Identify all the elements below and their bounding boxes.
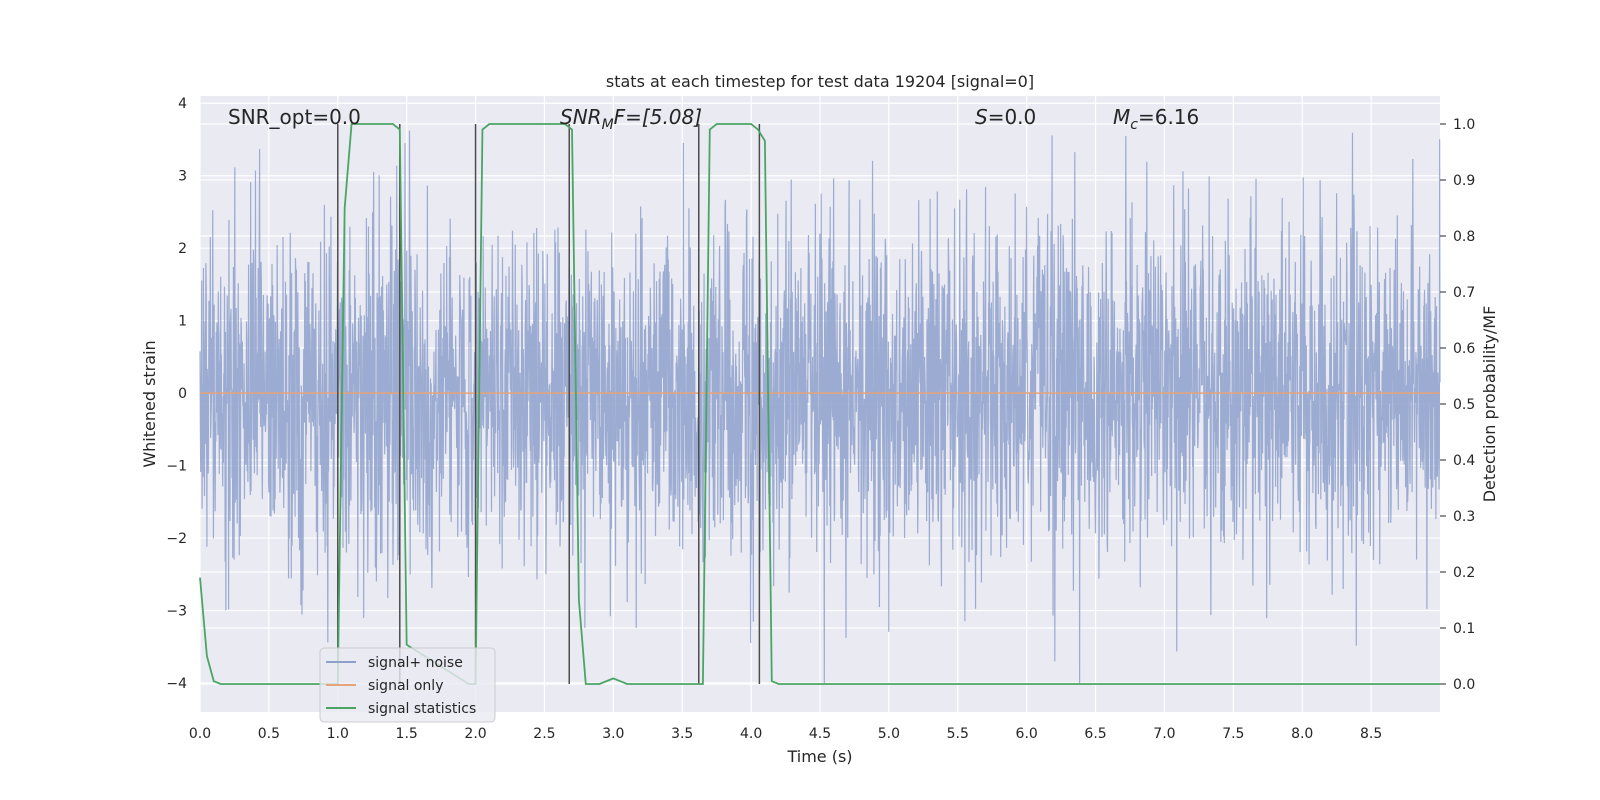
x-tick-label: 2.5: [533, 726, 555, 742]
y-left-tick-label: −1: [166, 459, 187, 475]
annotation-mc: Mc=6.16: [1113, 105, 1199, 133]
y-right-tick-label: 0.2: [1453, 565, 1475, 581]
y-axis-right-label: Detection probability/MF: [1480, 306, 1499, 503]
legend-label-signal-only: signal only: [368, 678, 443, 694]
annotation-s-main: S: [975, 105, 988, 129]
annotation-snr-opt: SNR_opt=0.0: [228, 105, 361, 129]
y-left-tick-label: 3: [178, 169, 187, 185]
x-tick-label: 5.5: [947, 726, 969, 742]
x-tick-label: 6.5: [1084, 726, 1106, 742]
y-axis-left-label: Whitened strain: [140, 340, 159, 467]
y-axis-right: 1.0 0.9 0.8 0.7 0.6 0.5 0.4 0.3 0.2 0.1 0.0: [1440, 117, 1475, 693]
y-right-tick-label: 0.5: [1453, 397, 1475, 413]
x-tick-label: 8.5: [1360, 726, 1382, 742]
y-left-tick-label: 4: [178, 96, 187, 112]
y-right-tick-label: 0.8: [1453, 229, 1475, 245]
y-left-tick-label: 0: [178, 386, 187, 402]
annotation-mc-main: M: [1113, 105, 1130, 129]
annotation-snr-mf-main: SNR: [560, 105, 602, 129]
x-tick-label: 7.0: [1153, 726, 1175, 742]
x-tick-label: 2.0: [464, 726, 486, 742]
annotation-snr-mf: SNRMF=[5.08]: [560, 105, 702, 133]
y-left-tick-label: −3: [166, 604, 187, 620]
series-signal-statistics: [199, 123, 1440, 685]
y-left-tick-label: 1: [178, 314, 187, 330]
y-right-tick-label: 0.6: [1453, 341, 1475, 357]
y-right-tick-label: 0.4: [1453, 453, 1475, 469]
x-tick-label: 0.5: [258, 726, 280, 742]
legend-label-signal-statistics: signal statistics: [368, 701, 476, 717]
legend-label-signal-noise: signal+ noise: [368, 655, 463, 671]
annotation-s-tail: =0.0: [988, 105, 1037, 129]
annotation-snr-mf-sub: M: [602, 117, 614, 133]
x-tick-label: 5.0: [878, 726, 900, 742]
legend-box: [319, 647, 496, 723]
x-tick-label: 0.0: [189, 726, 211, 742]
annotation-snr-mf-tail: F=[5.08]: [614, 105, 702, 129]
y-axis-left: 4 3 2 1 0 −1 −2 −3 −4: [166, 96, 187, 692]
x-tick-label: 7.5: [1222, 726, 1244, 742]
x-tick-label: 4.0: [740, 726, 762, 742]
annotation-mc-sub: c: [1130, 117, 1138, 133]
x-tick-label: 1.5: [396, 726, 418, 742]
y-left-tick-label: −2: [166, 531, 187, 547]
y-right-tick-label: 0.7: [1453, 285, 1475, 301]
y-right-tick-label: 0.9: [1453, 173, 1475, 189]
annotation-s: S=0.0: [975, 105, 1036, 129]
x-tick-label: 3.0: [602, 726, 624, 742]
y-left-tick-label: 2: [178, 241, 187, 257]
legend: signal+ noise signal only signal statist…: [319, 647, 496, 723]
y-right-tick-label: 1.0: [1453, 117, 1475, 133]
y-right-tick-label: 0.1: [1453, 621, 1475, 637]
y-left-tick-label: −4: [166, 676, 187, 692]
chart-title: stats at each timestep for test data 192…: [606, 72, 1034, 91]
x-tick-label: 1.0: [327, 726, 349, 742]
x-tick-label: 6.0: [1016, 726, 1038, 742]
series-signal-noise: [199, 130, 1441, 684]
x-axis-label: Time (s): [786, 747, 852, 766]
y-right-tick-label: 0.0: [1453, 677, 1475, 693]
x-tick-label: 3.5: [671, 726, 693, 742]
annotation-mc-tail: =6.16: [1138, 105, 1199, 129]
x-axis: 0.0 0.5 1.0 1.5 2.0 2.5 3.0 3.5 4.0 4.5 5.0 5.5 6.0 6…: [189, 726, 1382, 742]
x-tick-label: 8.0: [1291, 726, 1313, 742]
y-right-tick-label: 0.3: [1453, 509, 1475, 525]
x-tick-label: 4.5: [809, 726, 831, 742]
plot-area: [199, 123, 1441, 685]
